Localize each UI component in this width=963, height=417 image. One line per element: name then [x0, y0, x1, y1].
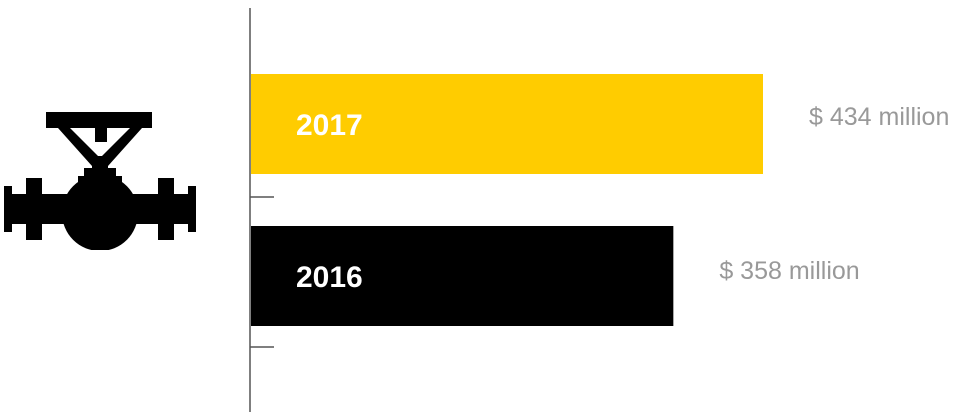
bars: 2017 $ 434 million 2016 $ 358 million — [251, 74, 949, 326]
bar-value-label: $ 358 million — [719, 257, 859, 285]
bar-2017 — [251, 74, 763, 174]
bar-value-label: $ 434 million — [809, 103, 949, 131]
pipeline-valve-icon — [4, 110, 196, 251]
axis-ticks — [250, 196, 274, 348]
bar-2016 — [251, 226, 674, 326]
bar-category-label: 2016 — [296, 261, 363, 294]
bar-category-label: 2017 — [296, 109, 363, 142]
